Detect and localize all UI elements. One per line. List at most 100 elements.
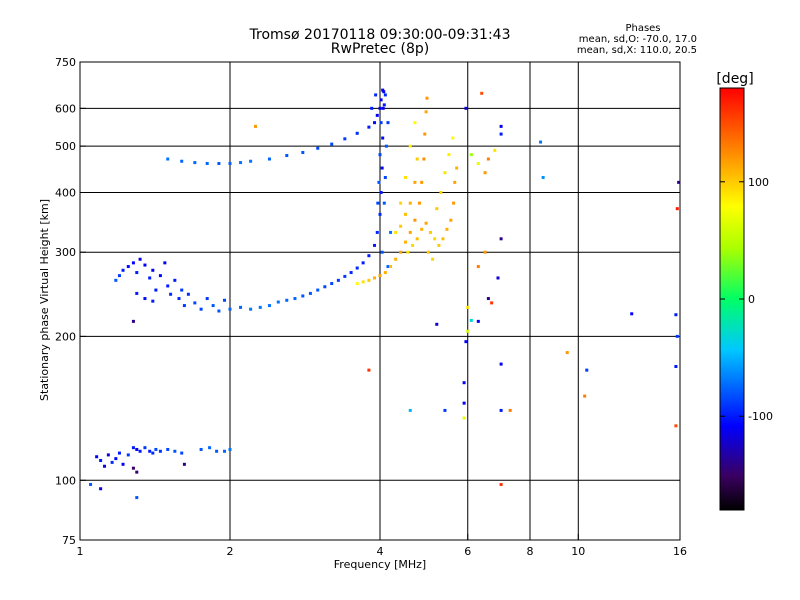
data-point	[483, 250, 487, 254]
data-point	[135, 271, 139, 275]
data-point	[180, 159, 184, 163]
data-point	[431, 257, 435, 261]
data-point	[443, 171, 447, 175]
data-point	[355, 131, 359, 135]
data-point	[169, 292, 173, 296]
data-point	[205, 161, 209, 165]
data-point	[379, 98, 383, 102]
data-point	[151, 451, 155, 455]
data-points	[89, 88, 681, 500]
data-point	[89, 482, 93, 486]
data-point	[138, 449, 142, 453]
data-point	[182, 462, 186, 466]
data-point	[383, 271, 387, 275]
data-point	[382, 103, 386, 107]
data-point	[675, 207, 679, 211]
data-point	[180, 288, 184, 292]
data-point	[308, 291, 312, 295]
y-tick-label: 600	[55, 102, 76, 115]
data-point	[223, 449, 227, 453]
data-point	[420, 227, 424, 231]
data-point	[114, 278, 118, 282]
data-point	[413, 180, 417, 184]
x-tick-label: 10	[571, 545, 585, 558]
data-point	[480, 91, 484, 95]
data-point	[379, 121, 383, 125]
data-point	[95, 455, 99, 459]
data-point	[330, 142, 334, 146]
data-point	[343, 274, 347, 278]
data-point	[177, 297, 181, 301]
data-point	[435, 322, 439, 326]
data-point	[336, 278, 340, 282]
data-point	[675, 334, 679, 338]
data-point	[408, 144, 412, 148]
y-tick-label: 75	[62, 534, 76, 547]
data-point	[403, 240, 407, 244]
data-point	[508, 408, 512, 412]
x-axis-label: Frequency [MHz]	[334, 558, 426, 571]
data-point	[674, 364, 678, 368]
data-point	[443, 408, 447, 412]
data-point	[131, 446, 135, 450]
data-point	[417, 201, 421, 205]
x-tick-label: 6	[464, 545, 471, 558]
data-point	[249, 307, 253, 311]
data-point	[180, 451, 184, 455]
y-tick-label: 200	[55, 330, 76, 343]
data-point	[267, 157, 271, 161]
data-point	[135, 470, 139, 474]
data-point	[106, 453, 110, 457]
data-point	[499, 237, 503, 241]
data-point	[217, 309, 221, 313]
data-point	[148, 449, 152, 453]
data-point	[377, 180, 381, 184]
data-point	[186, 292, 190, 296]
data-point	[99, 458, 103, 462]
data-point	[158, 449, 162, 453]
data-point	[462, 381, 466, 385]
data-point	[386, 121, 390, 125]
data-point	[143, 297, 147, 301]
chart-subtitle: RwPretec (8p)	[331, 41, 429, 57]
data-point	[445, 227, 449, 231]
data-point	[383, 175, 387, 179]
data-point	[499, 482, 503, 486]
data-point	[399, 224, 403, 228]
data-point	[285, 298, 289, 302]
data-point	[215, 449, 219, 453]
data-point	[239, 161, 243, 165]
data-point	[143, 446, 147, 450]
data-point	[135, 447, 139, 451]
y-tick-label: 400	[55, 186, 76, 199]
data-point	[163, 261, 167, 265]
data-point	[208, 446, 212, 450]
x-tick-label: 4	[377, 545, 384, 558]
data-point	[103, 464, 107, 468]
data-point	[422, 157, 426, 161]
data-point	[166, 284, 170, 288]
data-point	[413, 218, 417, 222]
data-point	[447, 153, 451, 157]
data-point	[469, 153, 473, 157]
x-tick-label: 16	[673, 545, 687, 558]
colorbar-label: [deg]	[716, 71, 753, 87]
data-point	[630, 312, 634, 316]
data-point	[381, 88, 385, 92]
data-point	[462, 401, 466, 405]
data-point	[403, 175, 407, 179]
data-point	[228, 447, 232, 451]
data-point	[135, 496, 139, 500]
data-point	[99, 487, 103, 491]
data-point	[193, 161, 197, 165]
data-point	[389, 230, 393, 234]
data-point	[154, 447, 158, 451]
data-point	[382, 90, 386, 94]
data-point	[249, 159, 253, 163]
data-point	[441, 237, 445, 241]
data-point	[301, 294, 305, 298]
data-point	[408, 201, 412, 205]
phases-annotation-x: mean, sd,X: 110.0, 20.5	[577, 45, 697, 56]
data-point	[316, 146, 320, 150]
data-point	[486, 157, 490, 161]
